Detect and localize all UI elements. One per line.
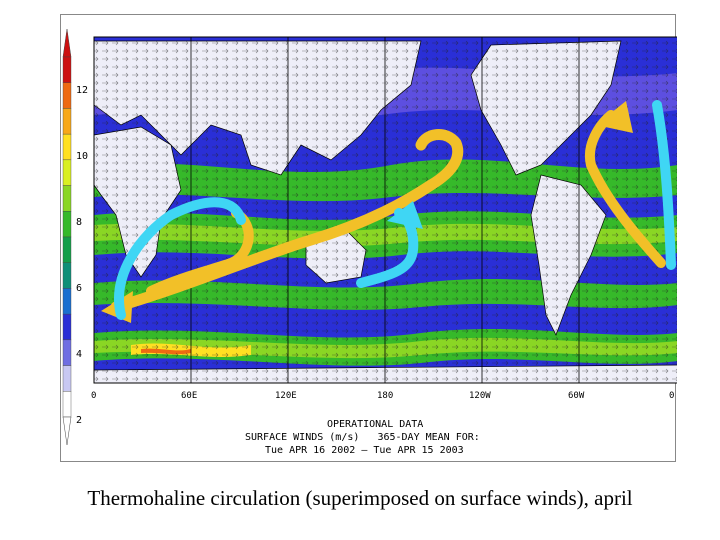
colorbar-top-cap [62,28,72,58]
colorbar-cell [62,185,72,212]
colorbar-cells [62,56,72,418]
colorbar-tick: 6 [76,283,82,294]
colorbar-cell [62,56,72,83]
colorbar-cell [62,82,72,109]
colorbar-cell [62,262,72,289]
figure-frame: 12 10 8 6 4 2 [60,14,677,462]
colorbar-cell [62,108,72,135]
footer-line-2: SURFACE WINDS (m/s) 365-DAY MEAN FOR: [245,432,480,443]
colorbar-bottom-cap [62,416,72,446]
thermohaline-arrows [101,100,676,323]
warm-atlantic-arrow [584,110,666,268]
colorbar-tick: 4 [76,349,82,360]
warm-loop-arrow [146,208,254,296]
cold-pacific-arrowhead [387,201,423,229]
cold-atlantic-arrow [652,100,676,270]
wind-map-figure: 12 10 8 6 4 2 [62,28,677,456]
colorbar-tick: 10 [76,151,88,162]
colorbar-cell [62,365,72,392]
footer-line-3: Tue APR 16 2002 – Tue APR 15 2003 [265,445,464,456]
lon-tick-label: 60W [568,391,585,401]
wind-speed-map [94,37,677,383]
colorbar-cell [62,313,72,341]
figure-caption: Thermohaline circulation (superimposed o… [87,486,633,510]
lon-tick-label: 0 [91,391,96,401]
footer-line-1: OPERATIONAL DATA [327,419,423,430]
lon-tick-label: 120W [469,391,491,401]
lon-tick-label: 60E [181,391,197,401]
colorbar-cell [62,133,72,161]
colorbar-cell [62,159,72,186]
colorbar-cell [62,288,72,315]
lon-tick-label: 0 [669,391,674,401]
lon-tick-label: 180 [377,391,393,401]
colorbar-cell [62,211,72,238]
lon-tick-label: 120E [275,391,297,401]
map-border [93,36,677,384]
cold-current-arrow [114,197,246,320]
colorbar-cell [62,236,72,263]
warm-atlantic-arrowhead [596,101,633,133]
colorbar-tick: 2 [76,415,82,426]
colorbar: 12 10 8 6 4 2 [62,28,88,446]
colorbar-tick: 12 [76,85,88,96]
colorbar-tick: 8 [76,217,82,228]
colorbar-cell [62,391,72,418]
colorbar-cell [62,339,72,366]
